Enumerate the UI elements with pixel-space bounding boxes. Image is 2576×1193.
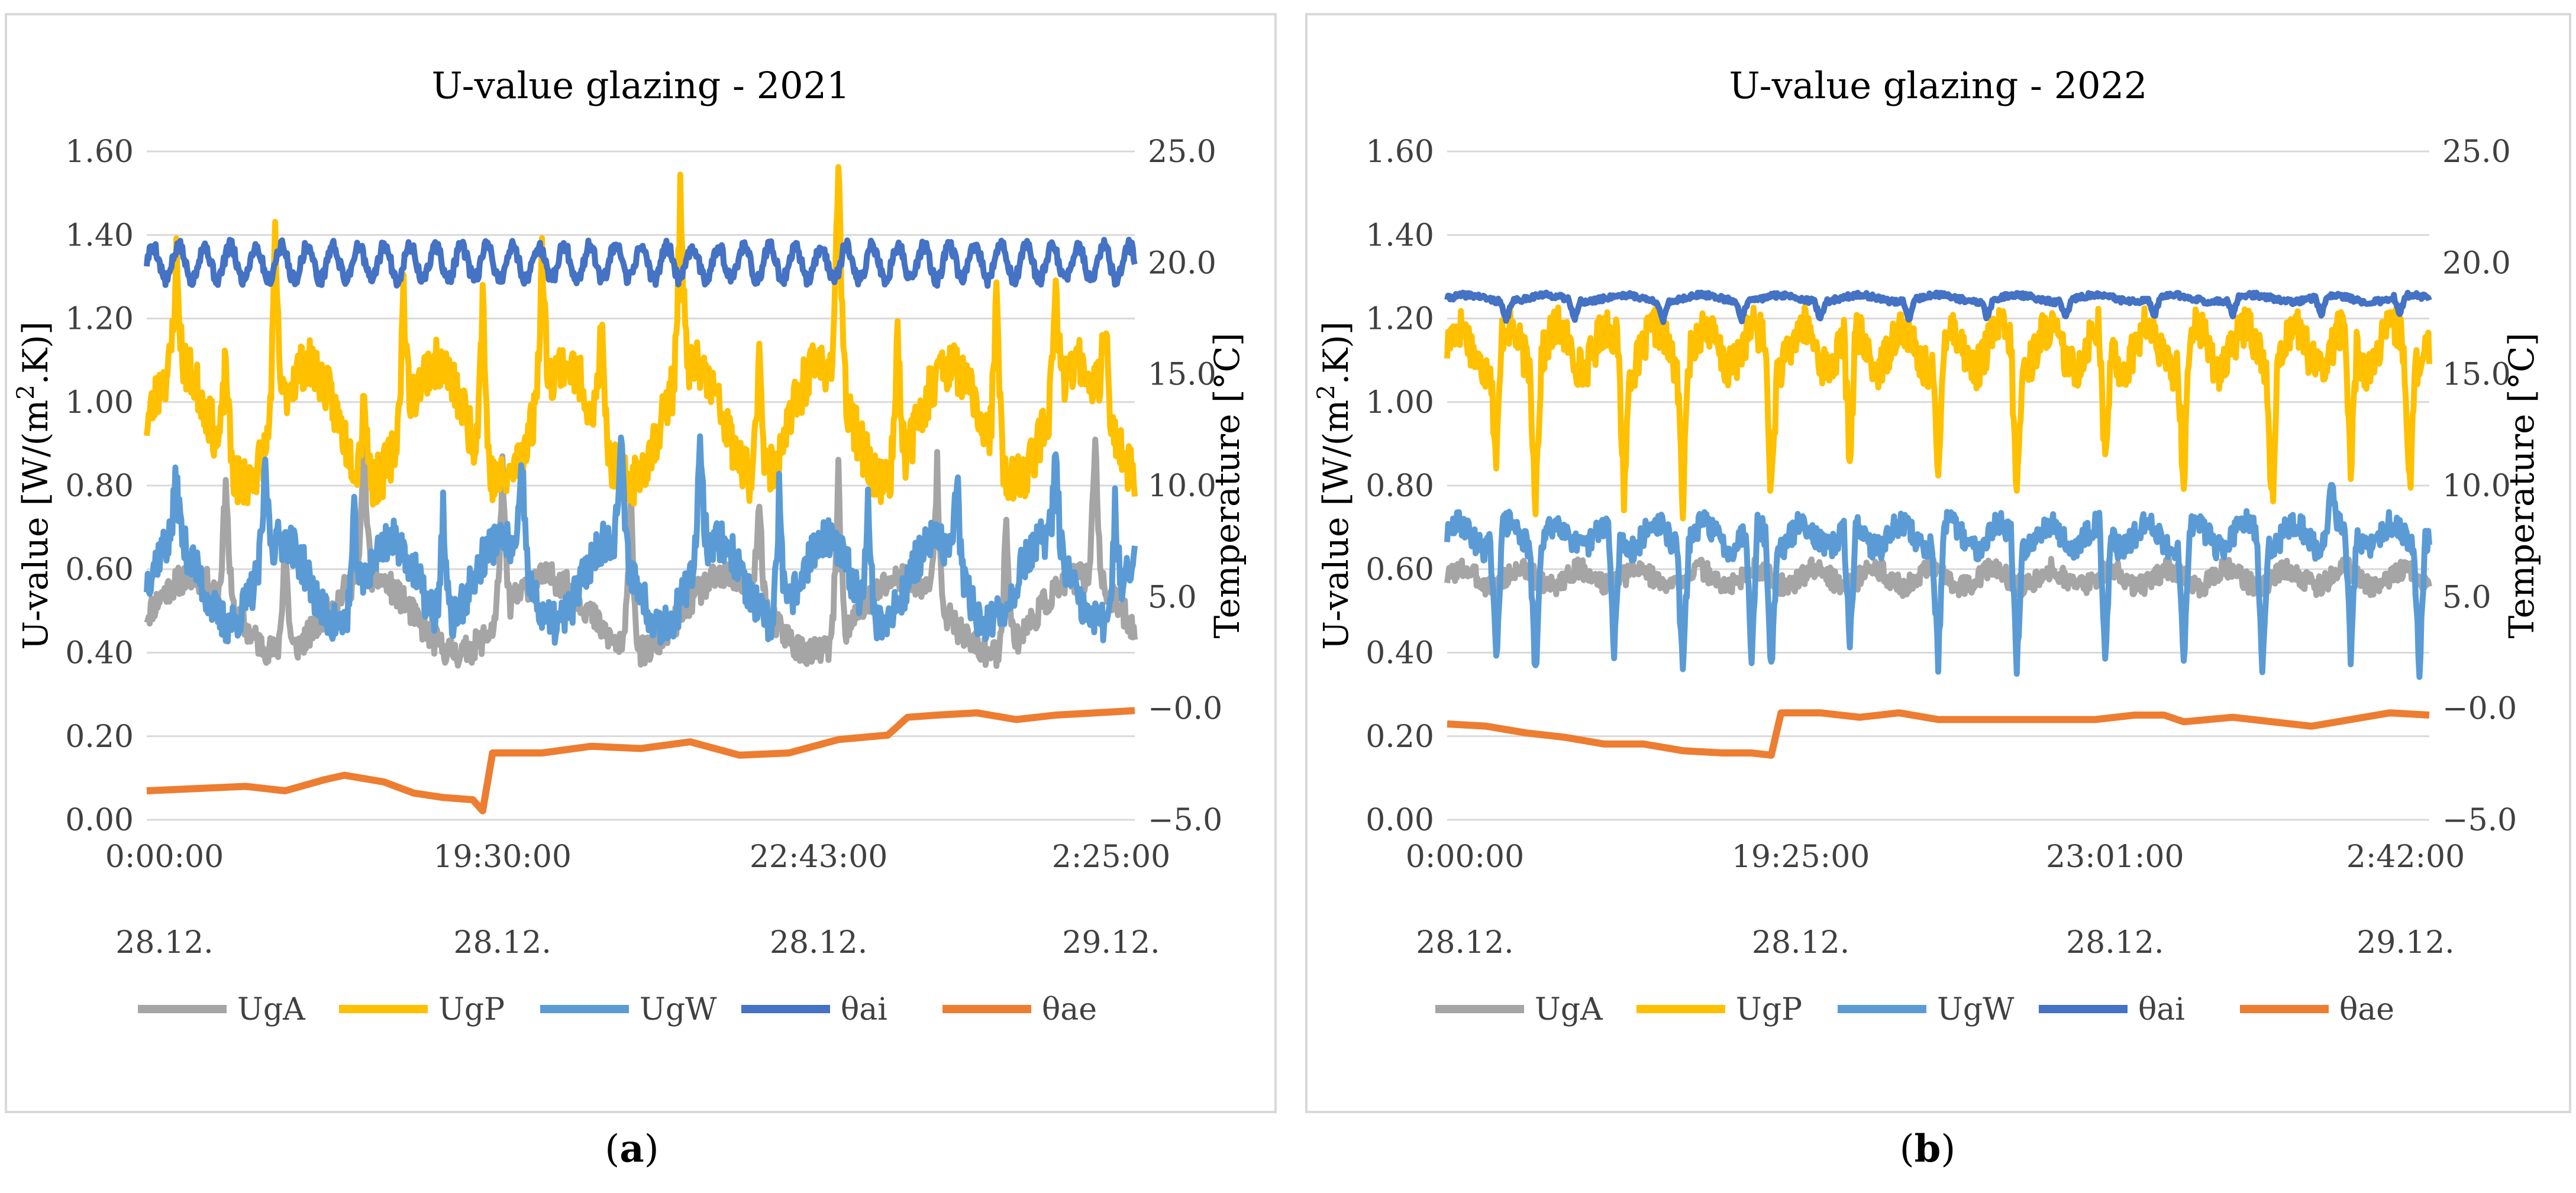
chart-svg-b: U-value glazing - 2022 0.00 0.20 0.40 0.60 0.… — [1313, 64, 2542, 1027]
series-line-UgW — [144, 433, 1138, 646]
legend-label-θai: θai — [2138, 992, 2185, 1027]
y-tick-label: 1.40 — [65, 218, 134, 253]
legend-label-θae: θae — [2339, 992, 2394, 1027]
series-line-θai — [144, 237, 1138, 289]
chart-title: U-value glazing - 2021 — [431, 64, 850, 107]
y-axis-label: U-value [W/(m2.K)] — [1313, 321, 1356, 649]
chart-panel-b: U-value glazing - 2022 0.00 0.20 0.40 0.60 0.… — [1305, 13, 2571, 1113]
y2-tick-label: 20.0 — [2442, 245, 2511, 281]
y2-tick-label: 10.0 — [2442, 468, 2511, 504]
y2-tick-label: 25.0 — [2442, 134, 2511, 170]
y-axis-label-main: U-value [W/(m — [1316, 400, 1356, 650]
y-tick-label: 0.80 — [65, 468, 134, 504]
legend-label-θai: θai — [841, 992, 887, 1027]
series-line-UgA — [144, 437, 1138, 669]
y-axis-label-tail: .K)] — [1316, 321, 1356, 384]
y2-tick-label: −5.0 — [1148, 803, 1222, 838]
y-tick-label: 1.60 — [65, 134, 134, 170]
legend-label-UgP: UgP — [1736, 992, 1802, 1027]
y-tick-label: 1.60 — [1366, 134, 1434, 170]
legend-label-UgA: UgA — [237, 992, 306, 1027]
series-line-θai — [1444, 289, 2432, 325]
x-tick-date: 28.12. — [2066, 925, 2164, 961]
y-axis-label-tail: .K)] — [15, 321, 56, 384]
y-tick-label: 0.60 — [65, 552, 134, 587]
y2-tick-label: 5.0 — [1148, 580, 1197, 615]
chart-panel-a: U-value glazing - 2021 0.00 0.20 0.40 0.60 0.… — [5, 13, 1277, 1113]
x-tick-date: 29.12. — [2357, 925, 2454, 961]
y2-tick-label: 10.0 — [1148, 468, 1216, 504]
y-tick-label: 1.20 — [1366, 302, 1434, 337]
x-tick-time: 19:25:00 — [1732, 839, 1870, 875]
y2-tick-label: 20.0 — [1148, 245, 1216, 281]
legend-label-UgA: UgA — [1535, 992, 1603, 1027]
y2-tick-label: −0.0 — [1148, 691, 1222, 727]
y-tick-label: 0.60 — [1366, 552, 1434, 587]
legend-label-UgP: UgP — [438, 992, 505, 1027]
x-tick-time: 2:42:00 — [2346, 839, 2465, 875]
chart-svg-a: U-value glazing - 2021 0.00 0.20 0.40 0.60 0.… — [12, 64, 1247, 1027]
legend-label-UgW: UgW — [640, 992, 717, 1027]
chart-title: U-value glazing - 2022 — [1729, 64, 2147, 107]
series-line-UgP — [1444, 303, 2432, 522]
y2-tick-label: 15.0 — [1148, 357, 1216, 393]
subcaption-a: (a) — [605, 1127, 659, 1171]
y2-tick-label: 5.0 — [2442, 580, 2491, 615]
y-tick-label: 0.80 — [1366, 468, 1434, 504]
x-tick-time: 19:30:00 — [433, 839, 572, 875]
subcaption-b: (b) — [1899, 1127, 1956, 1171]
series-line-UgW — [1444, 481, 2432, 680]
y2-tick-label: −5.0 — [2442, 803, 2517, 838]
legend-label-UgW: UgW — [1937, 992, 2015, 1027]
y-tick-label: 0.20 — [65, 719, 134, 755]
y2-axis-label: Temperature [°C] — [1207, 332, 1247, 638]
y-tick-label: 0.20 — [1366, 719, 1434, 755]
legend-label-θae: θae — [1042, 992, 1097, 1027]
y-tick-label: 1.20 — [65, 302, 134, 337]
y2-tick-label: 15.0 — [2442, 357, 2511, 393]
y-tick-label: 0.00 — [65, 803, 134, 838]
x-tick-time: 2:25:00 — [1052, 839, 1170, 875]
x-tick-time: 0:00:00 — [105, 839, 224, 875]
x-tick-date: 28.12. — [115, 925, 213, 961]
y-tick-label: 0.40 — [65, 636, 134, 671]
y2-axis-label: Temperature [°C] — [2501, 332, 2542, 638]
y-tick-label: 1.40 — [1366, 218, 1434, 253]
y-axis-label: U-value [W/(m2.K)] — [12, 321, 56, 649]
y-tick-label: 0.40 — [1366, 636, 1434, 671]
series-line-UgP — [144, 164, 1138, 508]
x-tick-date: 28.12. — [453, 925, 551, 961]
y-tick-label: 1.00 — [65, 385, 134, 421]
y2-tick-label: −0.0 — [2442, 691, 2517, 727]
x-tick-date: 28.12. — [770, 925, 867, 961]
x-tick-time: 23:01:00 — [2046, 839, 2184, 875]
x-tick-date: 28.12. — [1752, 925, 1849, 961]
y-axis-label-main: U-value [W/(m — [15, 400, 56, 650]
y2-tick-label: 25.0 — [1148, 134, 1216, 170]
y-tick-label: 0.00 — [1366, 803, 1434, 838]
series-line-θae — [1447, 709, 2430, 759]
y-axis-label-sup: 2 — [12, 384, 40, 399]
series-line-θae — [146, 707, 1135, 814]
x-tick-time: 0:00:00 — [1406, 839, 1524, 875]
x-tick-time: 22:43:00 — [750, 839, 888, 875]
x-tick-date: 29.12. — [1062, 925, 1160, 961]
y-axis-label-sup: 2 — [1313, 384, 1340, 399]
y-tick-label: 1.00 — [1366, 385, 1434, 421]
x-tick-date: 28.12. — [1416, 925, 1513, 961]
